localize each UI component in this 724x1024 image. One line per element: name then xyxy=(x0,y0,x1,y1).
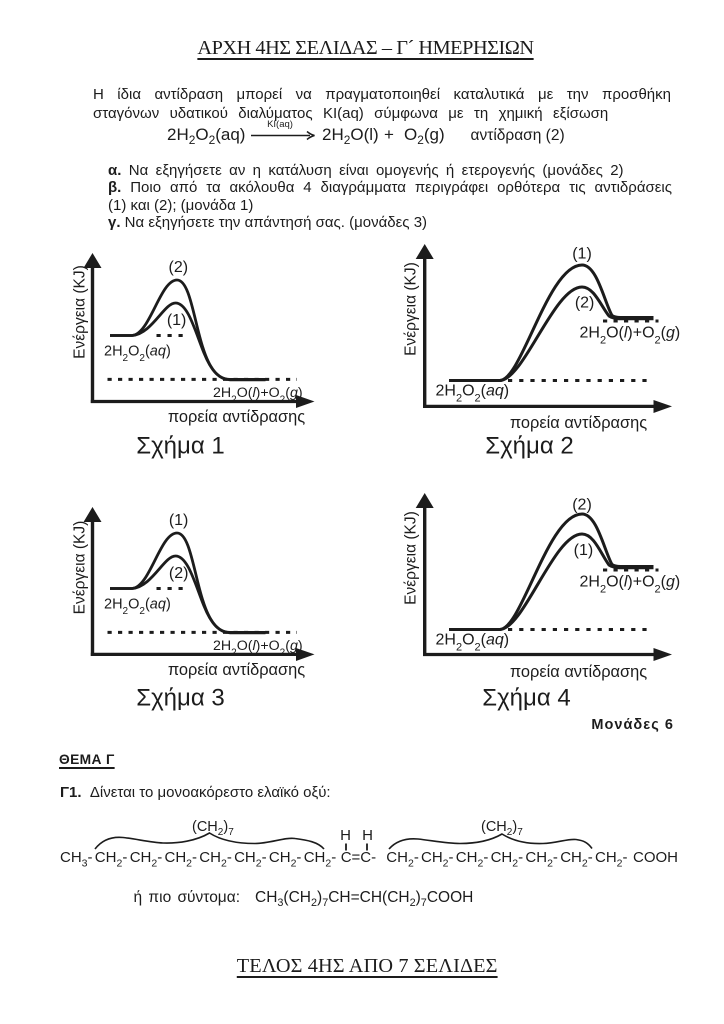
svg-text:Ενέργεια (KJ): Ενέργεια (KJ) xyxy=(403,262,420,356)
svg-text:CH2-: CH2- xyxy=(456,849,489,870)
svg-text:Ενέργεια (KJ): Ενέργεια (KJ) xyxy=(403,511,420,605)
svg-text:Σχήμα 4: Σχήμα 4 xyxy=(482,685,571,712)
svg-text:CH2-: CH2- xyxy=(386,849,419,870)
svg-text:2H2O2(aq): 2H2O2(aq) xyxy=(104,344,171,365)
svg-text:(2): (2) xyxy=(572,497,592,514)
svg-text:πορεία αντίδρασης: πορεία αντίδρασης xyxy=(510,414,647,432)
svg-text:πορεία αντίδρασης: πορεία αντίδρασης xyxy=(510,663,647,681)
svg-text:2H2O2(aq): 2H2O2(aq) xyxy=(436,383,510,405)
svg-text:Σχήμα 1: Σχήμα 1 xyxy=(136,433,225,460)
svg-text:CH2-: CH2- xyxy=(595,849,628,870)
svg-text:CH2-: CH2- xyxy=(304,849,337,870)
svg-text:2H2O(l)+O2(g): 2H2O(l)+O2(g) xyxy=(580,325,681,347)
svg-text:CH2-: CH2- xyxy=(421,849,454,870)
svg-text:CH2-: CH2- xyxy=(199,849,232,870)
svg-text:H: H xyxy=(340,827,351,844)
svg-text:Ενέργεια (KJ): Ενέργεια (KJ) xyxy=(72,521,89,615)
svg-text:CH2-: CH2- xyxy=(525,849,558,870)
svg-text:(1): (1) xyxy=(572,246,592,263)
svg-text:(2): (2) xyxy=(169,565,189,582)
svg-text:πορεία αντίδρασης: πορεία αντίδρασης xyxy=(168,408,305,426)
svg-text:πορεία αντίδρασης: πορεία αντίδρασης xyxy=(168,661,305,679)
svg-text:CH2-: CH2- xyxy=(130,849,163,870)
svg-text:Σχήμα 3: Σχήμα 3 xyxy=(136,685,225,712)
svg-text:2H2O2(aq): 2H2O2(aq) xyxy=(104,597,171,618)
svg-text:(CH2)7: (CH2)7 xyxy=(481,819,523,838)
svg-text:(1): (1) xyxy=(169,512,189,529)
svg-text:C=C-: C=C- xyxy=(341,849,376,866)
svg-text:(CH2)7: (CH2)7 xyxy=(192,819,234,838)
svg-text:H: H xyxy=(362,827,373,844)
svg-text:CH2-: CH2- xyxy=(165,849,198,870)
svg-text:(2): (2) xyxy=(575,295,595,312)
svg-text:(1): (1) xyxy=(574,542,594,559)
svg-text:CH2-: CH2- xyxy=(491,849,524,870)
svg-text:Ενέργεια (KJ): Ενέργεια (KJ) xyxy=(72,265,89,359)
svg-text:CH2-: CH2- xyxy=(560,849,593,870)
svg-text:CH2-: CH2- xyxy=(234,849,267,870)
svg-text:CH2-: CH2- xyxy=(269,849,302,870)
svg-text:(2): (2) xyxy=(169,259,189,276)
svg-text:CH2-: CH2- xyxy=(95,849,128,870)
svg-text:(1): (1) xyxy=(167,312,187,329)
svg-text:2H2O(l)+O2(g): 2H2O(l)+O2(g) xyxy=(580,574,681,596)
svg-text:Σχήμα 2: Σχήμα 2 xyxy=(485,433,574,460)
svg-text:COOH: COOH xyxy=(633,849,678,866)
svg-text:2H2O2(aq): 2H2O2(aq) xyxy=(436,632,510,654)
svg-text:CH3-: CH3- xyxy=(60,849,93,870)
